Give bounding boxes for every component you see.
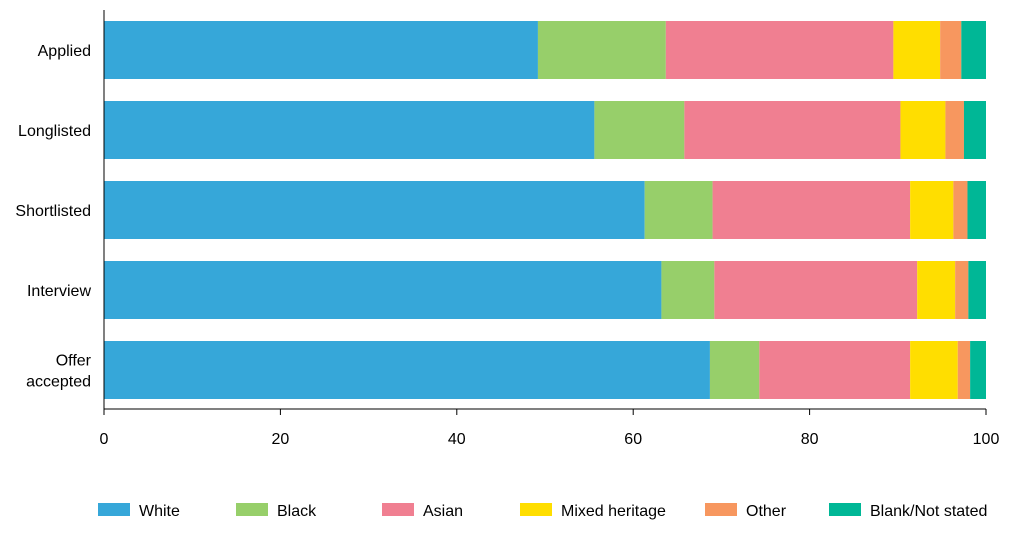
legend-label: Other (746, 503, 787, 520)
legend-swatch (520, 503, 552, 516)
category-label: Applied (38, 43, 91, 60)
bars-layer (104, 21, 986, 399)
x-tick-label: 0 (100, 431, 109, 448)
x-tick-label: 100 (973, 431, 1000, 448)
category-label: Longlisted (18, 123, 91, 140)
bar-segment (968, 261, 986, 319)
category-label: accepted (26, 374, 91, 391)
bar-segment (953, 181, 968, 239)
legend-swatch (705, 503, 737, 516)
axes-layer: Applied Longlisted Shortlisted Interview Off… (15, 10, 999, 448)
category-label: Shortlisted (15, 203, 91, 220)
bar-segment (104, 341, 710, 399)
bar-segment (940, 21, 962, 79)
legend-swatch (829, 503, 861, 516)
bar-segment (917, 261, 956, 319)
bar-segment (714, 261, 918, 319)
bar-segment (104, 181, 645, 239)
legend-label: Mixed heritage (561, 503, 666, 520)
bar-segment (104, 261, 662, 319)
bar-segment (893, 21, 941, 79)
x-tick-label: 80 (801, 431, 819, 448)
bar-segment (712, 181, 911, 239)
bar-segment (961, 21, 986, 79)
bar-segment (910, 341, 958, 399)
bar-segment (945, 101, 964, 159)
bar-segment (955, 261, 969, 319)
bar-segment (910, 181, 954, 239)
legend-swatch (98, 503, 130, 516)
bar-segment (104, 101, 595, 159)
bar-segment (970, 341, 986, 399)
bar-segment (644, 181, 713, 239)
bar-segment (967, 181, 986, 239)
x-tick-label: 40 (448, 431, 466, 448)
legend-swatch (236, 503, 268, 516)
category-label: Offer (56, 353, 92, 370)
bar-segment (709, 341, 760, 399)
legend-swatch (382, 503, 414, 516)
bar-segment (537, 21, 666, 79)
bar-segment (665, 21, 894, 79)
legend-label: Asian (423, 503, 463, 520)
bar-segment (684, 101, 901, 159)
legend-label: Black (277, 503, 317, 520)
legend-label: Blank/Not stated (870, 503, 987, 520)
bar-segment (594, 101, 685, 159)
x-tick-label: 20 (272, 431, 290, 448)
legend: White Black Asian Mixed heritage Other Blank/… (98, 503, 987, 520)
bar-segment (957, 341, 971, 399)
bar-segment (661, 261, 715, 319)
bar-segment (900, 101, 946, 159)
bar-segment (104, 21, 538, 79)
x-tick-label: 60 (624, 431, 642, 448)
category-label: Interview (27, 283, 91, 300)
bar-segment (759, 341, 911, 399)
bar-segment (963, 101, 986, 159)
legend-label: White (139, 503, 180, 520)
